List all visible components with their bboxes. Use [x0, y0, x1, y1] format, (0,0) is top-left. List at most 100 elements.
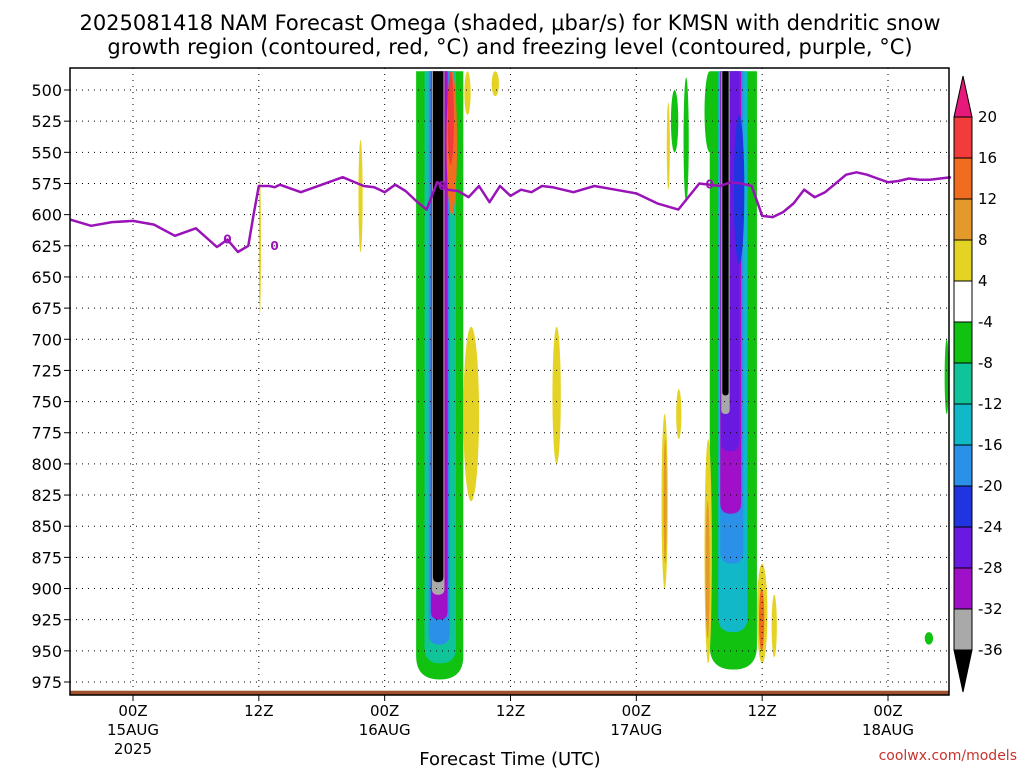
- ascent-patch-east: [924, 632, 934, 645]
- x-tick-label: 00Z: [118, 702, 147, 720]
- colorbar-label: -24: [978, 518, 1003, 536]
- descent-patch: [463, 326, 480, 502]
- colorbar-bin: [953, 608, 973, 651]
- y-tick-label: 700: [31, 330, 62, 349]
- x-tick-date: 17AUG: [610, 721, 662, 739]
- colorbar-top-arrow: [953, 75, 973, 118]
- descent-patch: [771, 594, 777, 658]
- colorbar-bin: [953, 198, 973, 241]
- ascent-patch-east: [944, 339, 949, 415]
- credit-text: coolwx.com/models: [879, 748, 1017, 764]
- x-axis-label: Forecast Time (UTC): [419, 749, 600, 768]
- colorbar-label: -36: [978, 641, 1003, 659]
- freezing-level-contour: 0 0 0 0: [69, 171, 952, 254]
- freezing-level-label: 0: [270, 239, 278, 253]
- colorbar-bin: [953, 362, 973, 405]
- y-tick-label: 725: [31, 361, 62, 380]
- y-tick-label: 975: [31, 673, 62, 692]
- descent-patch: [552, 326, 561, 464]
- y-tick-label: 650: [31, 268, 62, 287]
- freezing-level-label: 0: [438, 179, 446, 193]
- descent-patch: [491, 71, 499, 97]
- colorbar-label: -20: [978, 477, 1003, 495]
- x-tick-label: 00Z: [873, 702, 902, 720]
- ascent-band-17aug-black: [722, 71, 729, 396]
- freezing-level-label: 0: [706, 178, 714, 192]
- x-tick-label: 12Z: [747, 702, 776, 720]
- y-tick-label: 575: [31, 174, 62, 193]
- y-tick-label: 825: [31, 486, 62, 505]
- colorbar-label: -32: [978, 600, 1003, 618]
- colorbar-label: -28: [978, 559, 1003, 577]
- y-tick-label: 675: [31, 299, 62, 318]
- omega-shading: [258, 71, 949, 680]
- x-tick-date: 16AUG: [359, 721, 411, 739]
- x-tick-year: 2025: [114, 740, 152, 758]
- colorbar-label: 20: [978, 108, 997, 126]
- colorbar-label: -4: [978, 313, 993, 331]
- ground-surface: [70, 690, 949, 695]
- y-tick-label: 900: [31, 580, 62, 599]
- colorbar: 20 16 12 8 4 -4 -8 -12 -16 -20 -24 -28 -32 -36: [953, 75, 1003, 693]
- colorbar-label: 8: [978, 231, 988, 249]
- ascent-band-16aug-black: [432, 71, 444, 583]
- x-tick-date: 18AUG: [862, 721, 914, 739]
- descent-patch-core: [663, 438, 667, 564]
- colorbar-bin: [953, 526, 973, 569]
- x-tick-date: 15AUG: [107, 721, 159, 739]
- colorbar-label: -12: [978, 395, 1003, 413]
- y-tick-label: 950: [31, 642, 62, 661]
- x-tick-label: 00Z: [622, 702, 651, 720]
- descent-patch-core: [705, 501, 710, 639]
- ascent-band-17aug-upper: [733, 114, 745, 265]
- y-tick-label: 925: [31, 611, 62, 630]
- descent-patch: [258, 177, 261, 315]
- colorbar-bin: [953, 239, 973, 282]
- plot-area: 0 0 0 0: [69, 67, 952, 696]
- ascent-patch: [670, 90, 679, 153]
- descent-patch: [676, 389, 682, 439]
- ascent-patch: [683, 77, 689, 203]
- colorbar-label: 12: [978, 190, 997, 208]
- colorbar-bin: [953, 485, 973, 528]
- ascent-band-17aug-upper-green: [704, 71, 715, 153]
- y-tick-label: 850: [31, 517, 62, 536]
- descent-edge-16aug-core: [447, 71, 454, 165]
- x-tick-label: 12Z: [244, 702, 273, 720]
- y-tick-label: 875: [31, 548, 62, 567]
- colorbar-bottom-arrow: [953, 649, 973, 693]
- grid-lines: [70, 68, 949, 695]
- y-tick-label: 600: [31, 206, 62, 225]
- y-tick-label: 750: [31, 393, 62, 412]
- freezing-level-label: 0: [223, 233, 231, 247]
- y-tick-label: 775: [31, 424, 62, 443]
- y-tick-label: 500: [31, 81, 62, 100]
- colorbar-label: -16: [978, 436, 1003, 454]
- chart-title-line1: 2025081418 NAM Forecast Omega (shaded, μ…: [79, 11, 940, 35]
- colorbar-bin: [953, 403, 973, 446]
- colorbar-bin: [953, 280, 973, 323]
- descent-patch: [666, 102, 670, 190]
- colorbar-label: 16: [978, 149, 997, 167]
- chart-title-line2: growth region (contoured, red, °C) and f…: [107, 35, 912, 59]
- colorbar-bin: [953, 321, 973, 364]
- colorbar-bin: [953, 157, 973, 200]
- y-axis: 500 525 550 575 600 625 650 675 700 725 750 775 800 8…: [31, 81, 70, 692]
- colorbar-label: 4: [978, 272, 988, 290]
- colorbar-bin: [953, 116, 973, 159]
- plot-border: [69, 67, 950, 696]
- y-tick-label: 550: [31, 143, 62, 162]
- y-tick-label: 625: [31, 237, 62, 256]
- x-tick-label: 12Z: [496, 702, 525, 720]
- descent-patch: [464, 71, 471, 115]
- colorbar-label: -8: [978, 354, 993, 372]
- colorbar-bin: [953, 567, 973, 610]
- x-tick-label: 00Z: [370, 702, 399, 720]
- y-tick-label: 800: [31, 455, 62, 474]
- colorbar-bin: [953, 444, 973, 487]
- descent-patch: [358, 139, 363, 253]
- plot-background: [70, 68, 949, 695]
- freezing-level-line: [69, 171, 952, 254]
